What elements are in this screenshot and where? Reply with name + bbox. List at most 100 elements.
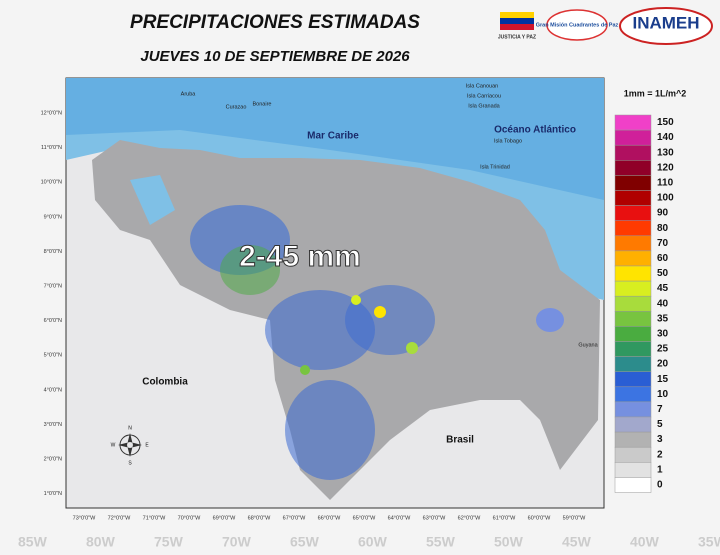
longitude-label: 60°0'0"W (528, 515, 551, 521)
longitude-label: 59°0'0"W (563, 515, 586, 521)
longitude-label: 68°0'0"W (248, 515, 271, 521)
latitude-label: 11°0'0"N (41, 145, 62, 151)
legend-value: 150 (657, 117, 674, 128)
place-label: Aruba (181, 91, 197, 97)
place-labels: Mar Caribe Océano Atlántico Colombia Brasil… (111, 83, 599, 466)
latitude-label: 4°0'0"N (44, 387, 62, 393)
latitude-label: 7°0'0"N (44, 283, 62, 289)
legend-value: 3 (657, 434, 663, 445)
legend-value: 100 (657, 193, 674, 204)
background-longitude: 35W (698, 534, 720, 550)
legend-value: 25 (657, 344, 669, 355)
legend-swatch (614, 446, 652, 463)
legend-value: 30 (657, 329, 669, 340)
legend-value: 130 (657, 147, 674, 158)
legend-value: 0 (657, 480, 663, 491)
legend-swatch (614, 190, 652, 206)
latitude-label: 9°0'0"N (44, 214, 62, 220)
institute-logo: INAMEH (632, 13, 699, 32)
longitude-label: 70°0'0"W (178, 515, 201, 521)
place-label: Colombia (142, 377, 188, 388)
latitude-label: 8°0'0"N (44, 249, 62, 255)
background-longitude: 75W (154, 534, 184, 550)
compass-label: W (111, 442, 116, 448)
legend-value: 20 (657, 359, 669, 370)
legend-swatch (614, 371, 652, 388)
background-longitude: 60W (358, 534, 388, 550)
legend-swatch (614, 431, 652, 448)
legend-swatch (614, 295, 652, 312)
legend-swatch (614, 220, 652, 237)
background-longitude: 40W (630, 534, 660, 550)
logos: JUSTICIA Y PAZ Gran Misión Cuadrantes de… (498, 7, 713, 45)
legend-swatch (614, 205, 652, 221)
legend-swatch (614, 250, 652, 267)
legend-swatch (614, 235, 652, 252)
legend-swatch (614, 326, 652, 342)
legend-value: 35 (657, 313, 669, 324)
precip-range: 2-45 mm (239, 240, 361, 273)
place-label: Guyana (578, 342, 598, 348)
legend-value: 50 (657, 268, 669, 279)
legend-value: 7 (657, 404, 663, 415)
legend-swatch (614, 311, 652, 327)
longitude-axis: 73°0'0"W 72°0'0"W 71°0'0"W 70°0'0"W 69°0'0"W… (18, 515, 720, 549)
place-label: Brasil (446, 435, 474, 446)
latitude-label: 12°0'0"N (41, 110, 62, 116)
legend-swatch (614, 129, 652, 146)
legend-swatch (614, 356, 652, 372)
legend-swatch (614, 175, 652, 191)
legend-value: 15 (657, 374, 669, 385)
place-label: Isla Canouan (466, 83, 498, 89)
longitude-label: 69°0'0"W (213, 515, 236, 521)
place-label: Isla Trinidad (480, 164, 510, 170)
latitude-label: 10°0'0"N (41, 180, 62, 186)
legend-value: 1 (657, 464, 663, 475)
longitude-label: 63°0'0"W (423, 515, 446, 521)
legend-swatch (614, 401, 652, 418)
subtitle: JUEVES 10 DE SEPTIEMBRE DE 2026 (140, 48, 410, 65)
longitude-label: 71°0'0"W (143, 515, 166, 521)
legend-swatch (614, 416, 652, 433)
longitude-label: 65°0'0"W (353, 515, 376, 521)
legend-swatch (614, 265, 652, 282)
background-longitude: 55W (426, 534, 456, 550)
legend-swatch (614, 462, 652, 478)
legend-value: 120 (657, 162, 674, 173)
legend-value: 80 (657, 223, 669, 234)
compass-label: S (128, 460, 132, 466)
place-label: Océano Atlántico (494, 125, 576, 136)
background-longitude: 80W (86, 534, 116, 550)
legend-swatch (614, 160, 652, 176)
longitude-label: 61°0'0"W (493, 515, 516, 521)
legend-swatch (614, 386, 652, 403)
legend-swatch (614, 144, 652, 161)
latitude-label: 6°0'0"N (44, 318, 62, 324)
map: 2-45 mm (65, 77, 605, 509)
legend-swatch (614, 280, 652, 297)
place-label: Isla Carriacou (467, 93, 501, 99)
place-label: Mar Caribe (307, 131, 359, 142)
compass-label: E (145, 442, 149, 448)
legend-unit: 1mm = 1L/m^2 (624, 88, 687, 98)
legend: 1501401301201101009080706050454035302520… (614, 114, 674, 493)
longitude-label: 67°0'0"W (283, 515, 306, 521)
legend-value: 2 (657, 449, 663, 460)
ministry-logo: JUSTICIA Y PAZ (498, 34, 536, 40)
legend-value: 40 (657, 298, 669, 309)
place-label: Isla Tobago (494, 138, 522, 144)
latitude-label: 2°0'0"N (44, 456, 62, 462)
longitude-label: 73°0'0"W (73, 515, 96, 521)
latitude-label: 3°0'0"N (44, 422, 62, 428)
background-longitude: 85W (18, 534, 48, 550)
place-label: Isla Granada (468, 103, 500, 109)
place-label: Bonaire (253, 101, 272, 107)
legend-value: 110 (657, 178, 674, 189)
legend-value: 140 (657, 132, 674, 143)
longitude-label: 62°0'0"W (458, 515, 481, 521)
legend-swatch (614, 477, 652, 493)
mission-logo: Gran Misión Cuadrantes de Paz (536, 22, 619, 28)
legend-swatch (614, 114, 652, 131)
compass-label: N (128, 425, 132, 431)
